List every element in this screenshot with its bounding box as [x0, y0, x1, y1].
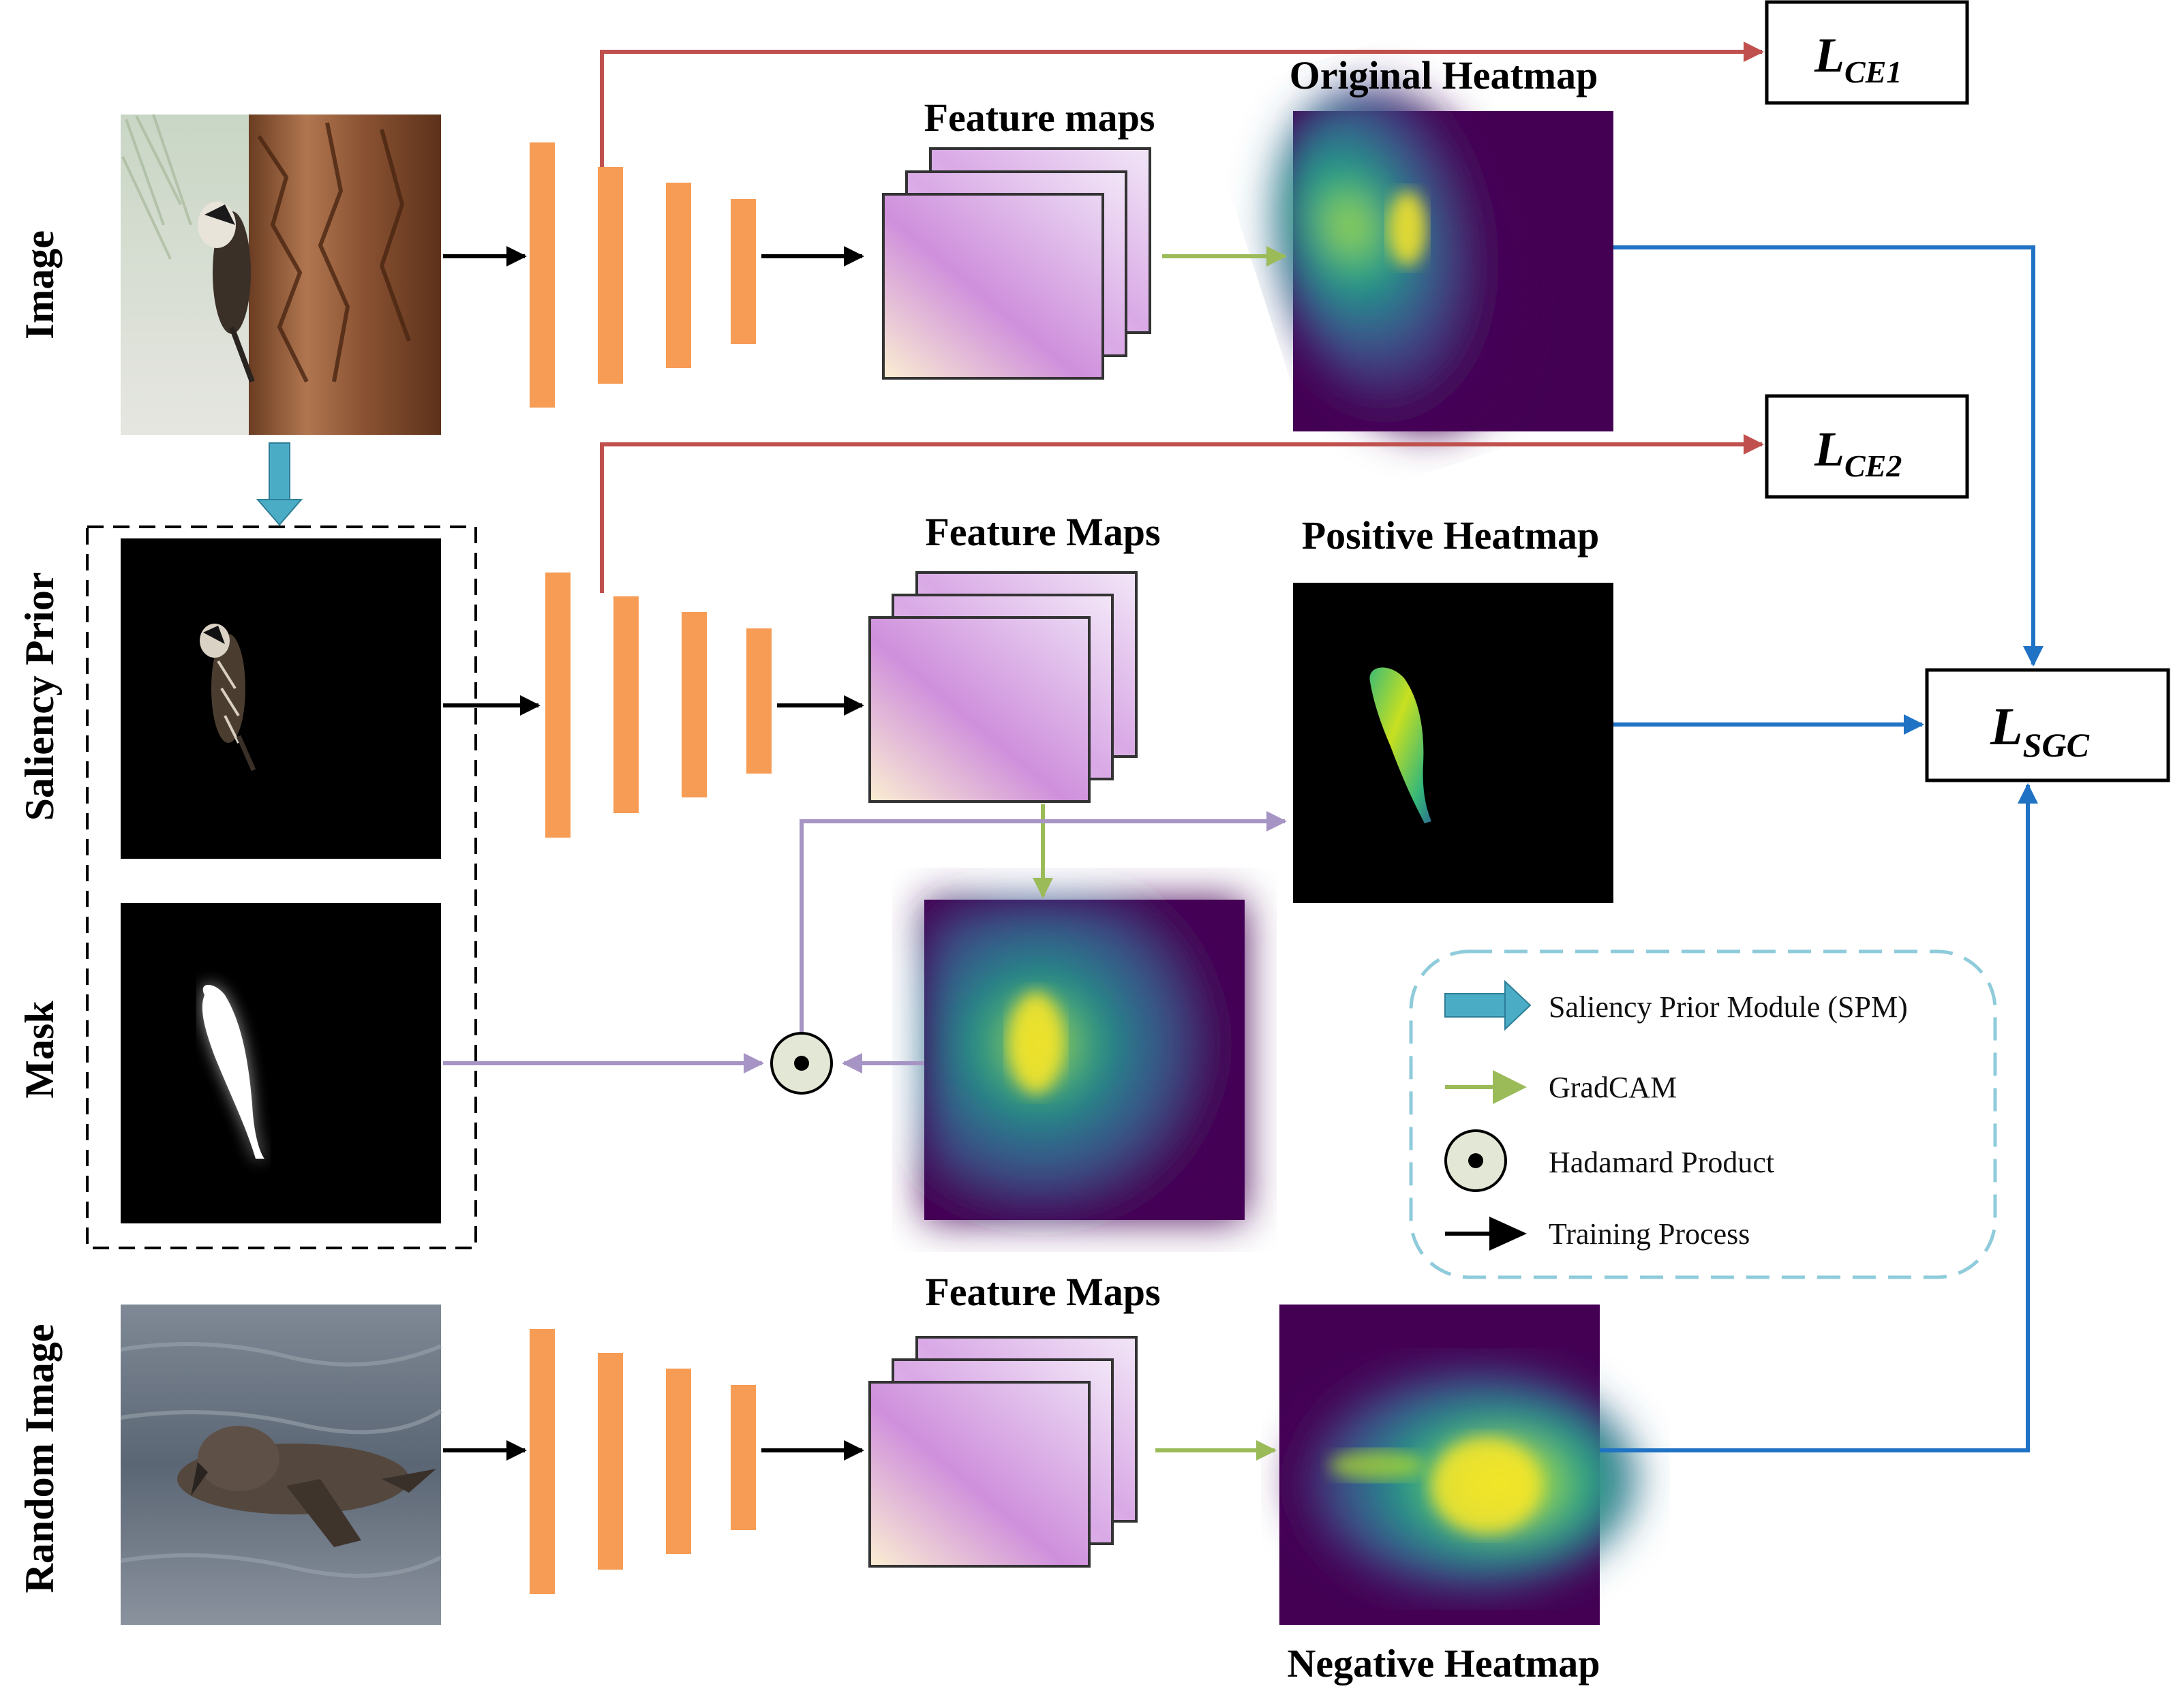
- training-arrows: [443, 246, 864, 1461]
- svg-text:LSGC: LSGC: [1990, 697, 2090, 764]
- title-feature-maps-3: Feature Maps: [925, 1270, 1160, 1314]
- woodpecker-photo: [121, 114, 441, 435]
- original-heatmap: [1274, 87, 1613, 431]
- sgc-loss-arrows: [1600, 245, 2043, 1452]
- title-feature-maps-2: Feature Maps: [925, 510, 1160, 554]
- loss-sgc-main: L: [1990, 697, 2023, 756]
- legend-border: [1409, 949, 1997, 1279]
- positive-heatmap: [1293, 583, 1613, 903]
- gradcam-heatmap-intermediate: [924, 900, 1245, 1220]
- legend-spm-label: Saliency Prior Module (SPM): [1549, 990, 1908, 1024]
- random-image-albatross: [120, 1305, 442, 1625]
- legend-gradcam-label: GradCAM: [1549, 1071, 1677, 1104]
- negative-heatmap: [1279, 1305, 1636, 1625]
- title-negative-heatmap: Negative Heatmap: [1287, 1641, 1600, 1686]
- mask-image: [121, 903, 441, 1223]
- title-positive-heatmap: Positive Heatmap: [1302, 513, 1600, 558]
- saliency-mask-group-box: [86, 525, 477, 1249]
- loss-sgc-box: LSGC: [1925, 668, 2170, 782]
- loss-ce2-main: L: [1814, 422, 1844, 476]
- loss-ce1-sub: CE1: [1844, 55, 1902, 89]
- legend-training-label: Training Process: [1549, 1217, 1750, 1251]
- loss-ce2-sub: CE2: [1844, 448, 1902, 483]
- hadamard-arrows: [443, 811, 1287, 1073]
- backbone-network-2: [545, 573, 772, 838]
- legend-spm-icon: [1444, 979, 1532, 1031]
- loss-ce1-box: LCE1: [1765, 0, 1969, 105]
- title-original-heatmap: Original Heatmap: [1290, 53, 1598, 97]
- feature-maps-stack-1: [882, 147, 1151, 380]
- loss-ce2-box: LCE2: [1765, 394, 1969, 499]
- feature-maps-stack-2: [868, 571, 1138, 803]
- svg-text:LCE1: LCE1: [1814, 28, 1902, 89]
- feature-maps-stack-3: [868, 1336, 1138, 1568]
- row-label-image: Image: [17, 230, 62, 339]
- legend-hadamard-label: Hadamard Product: [1549, 1146, 1774, 1179]
- legend: Saliency Prior Module (SPM) GradCAM Hada…: [1409, 949, 1997, 1279]
- row-label-random-image: Random Image: [17, 1324, 62, 1593]
- hadamard-product-node: [770, 1032, 833, 1095]
- row-label-mask: Mask: [17, 1001, 62, 1099]
- loss-sgc-sub: SGC: [2023, 726, 2090, 764]
- svg-text:LCE2: LCE2: [1814, 422, 1902, 483]
- ce-loss-arrows: [600, 42, 1764, 593]
- title-feature-maps-1: Feature maps: [924, 95, 1155, 140]
- spm-arrow: [256, 442, 303, 526]
- legend-training-arrowhead: [1489, 1217, 1527, 1251]
- loss-ce1-main: L: [1814, 28, 1844, 82]
- backbone-network-3: [530, 1329, 756, 1594]
- backbone-network-1: [530, 142, 756, 408]
- saliency-prior-image: [121, 538, 441, 859]
- legend-gradcam-arrowhead: [1493, 1070, 1527, 1104]
- row-label-saliency-prior: Saliency Prior: [17, 573, 62, 821]
